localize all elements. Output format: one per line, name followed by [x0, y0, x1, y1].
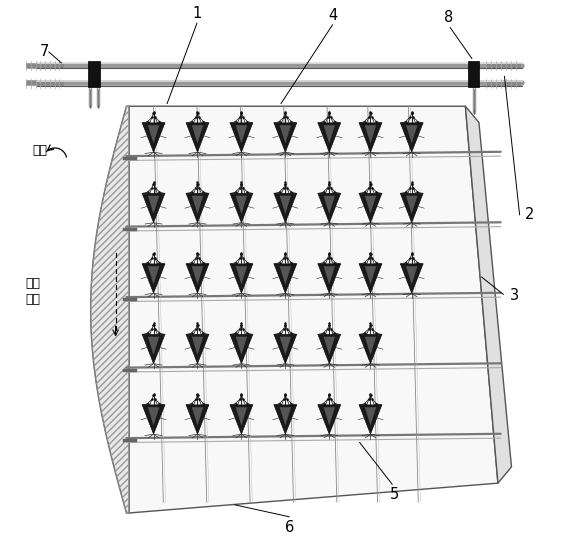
Polygon shape — [359, 123, 382, 152]
Polygon shape — [318, 334, 341, 364]
Text: 回路: 回路 — [25, 277, 40, 290]
Polygon shape — [148, 196, 159, 214]
Polygon shape — [274, 123, 297, 152]
Polygon shape — [406, 266, 418, 284]
Polygon shape — [318, 193, 341, 223]
Polygon shape — [186, 405, 209, 434]
Polygon shape — [230, 264, 253, 293]
Polygon shape — [235, 337, 247, 355]
Bar — [468, 61, 479, 87]
Polygon shape — [148, 407, 159, 425]
Polygon shape — [359, 334, 382, 364]
Polygon shape — [359, 405, 382, 434]
Polygon shape — [192, 407, 203, 425]
Polygon shape — [324, 196, 335, 214]
Polygon shape — [142, 405, 165, 434]
Text: 3: 3 — [510, 288, 519, 303]
Polygon shape — [192, 125, 203, 143]
Polygon shape — [235, 266, 247, 284]
Polygon shape — [280, 337, 291, 355]
Polygon shape — [365, 266, 376, 284]
Polygon shape — [400, 193, 423, 223]
Polygon shape — [148, 125, 159, 143]
Polygon shape — [129, 106, 498, 513]
Polygon shape — [274, 264, 297, 293]
Polygon shape — [324, 407, 335, 425]
Polygon shape — [90, 106, 129, 513]
Text: 移动: 移动 — [25, 293, 40, 306]
Text: 2: 2 — [525, 207, 534, 222]
Polygon shape — [465, 106, 511, 483]
Polygon shape — [235, 407, 247, 425]
Polygon shape — [280, 407, 291, 425]
Polygon shape — [324, 266, 335, 284]
Polygon shape — [142, 123, 165, 152]
Polygon shape — [142, 334, 165, 364]
Polygon shape — [186, 334, 209, 364]
Polygon shape — [142, 264, 165, 293]
Polygon shape — [318, 405, 341, 434]
Polygon shape — [400, 264, 423, 293]
Text: 旋转: 旋转 — [32, 144, 47, 157]
Polygon shape — [365, 125, 376, 143]
Polygon shape — [406, 125, 418, 143]
Polygon shape — [365, 407, 376, 425]
Text: 7: 7 — [40, 45, 49, 60]
Polygon shape — [359, 193, 382, 223]
Polygon shape — [235, 196, 247, 214]
Polygon shape — [235, 125, 247, 143]
Text: 5: 5 — [390, 487, 400, 502]
Polygon shape — [186, 123, 209, 152]
Polygon shape — [400, 123, 423, 152]
Bar — [88, 61, 100, 87]
Polygon shape — [318, 264, 341, 293]
Polygon shape — [280, 125, 291, 143]
Polygon shape — [186, 264, 209, 293]
Text: 6: 6 — [284, 520, 294, 535]
Polygon shape — [365, 196, 376, 214]
Polygon shape — [186, 193, 209, 223]
Polygon shape — [274, 405, 297, 434]
Polygon shape — [324, 337, 335, 355]
Polygon shape — [230, 334, 253, 364]
Polygon shape — [406, 196, 418, 214]
Text: 8: 8 — [445, 10, 454, 25]
Polygon shape — [192, 266, 203, 284]
Polygon shape — [324, 125, 335, 143]
Polygon shape — [148, 337, 159, 355]
Polygon shape — [280, 196, 291, 214]
Polygon shape — [192, 196, 203, 214]
Polygon shape — [192, 337, 203, 355]
Polygon shape — [230, 193, 253, 223]
Polygon shape — [280, 266, 291, 284]
Polygon shape — [148, 266, 159, 284]
Polygon shape — [142, 193, 165, 223]
Polygon shape — [230, 405, 253, 434]
Polygon shape — [230, 123, 253, 152]
Polygon shape — [365, 337, 376, 355]
Polygon shape — [318, 123, 341, 152]
Polygon shape — [274, 334, 297, 364]
Polygon shape — [359, 264, 382, 293]
Polygon shape — [274, 193, 297, 223]
Text: 4: 4 — [328, 8, 337, 23]
Text: 1: 1 — [192, 6, 202, 21]
